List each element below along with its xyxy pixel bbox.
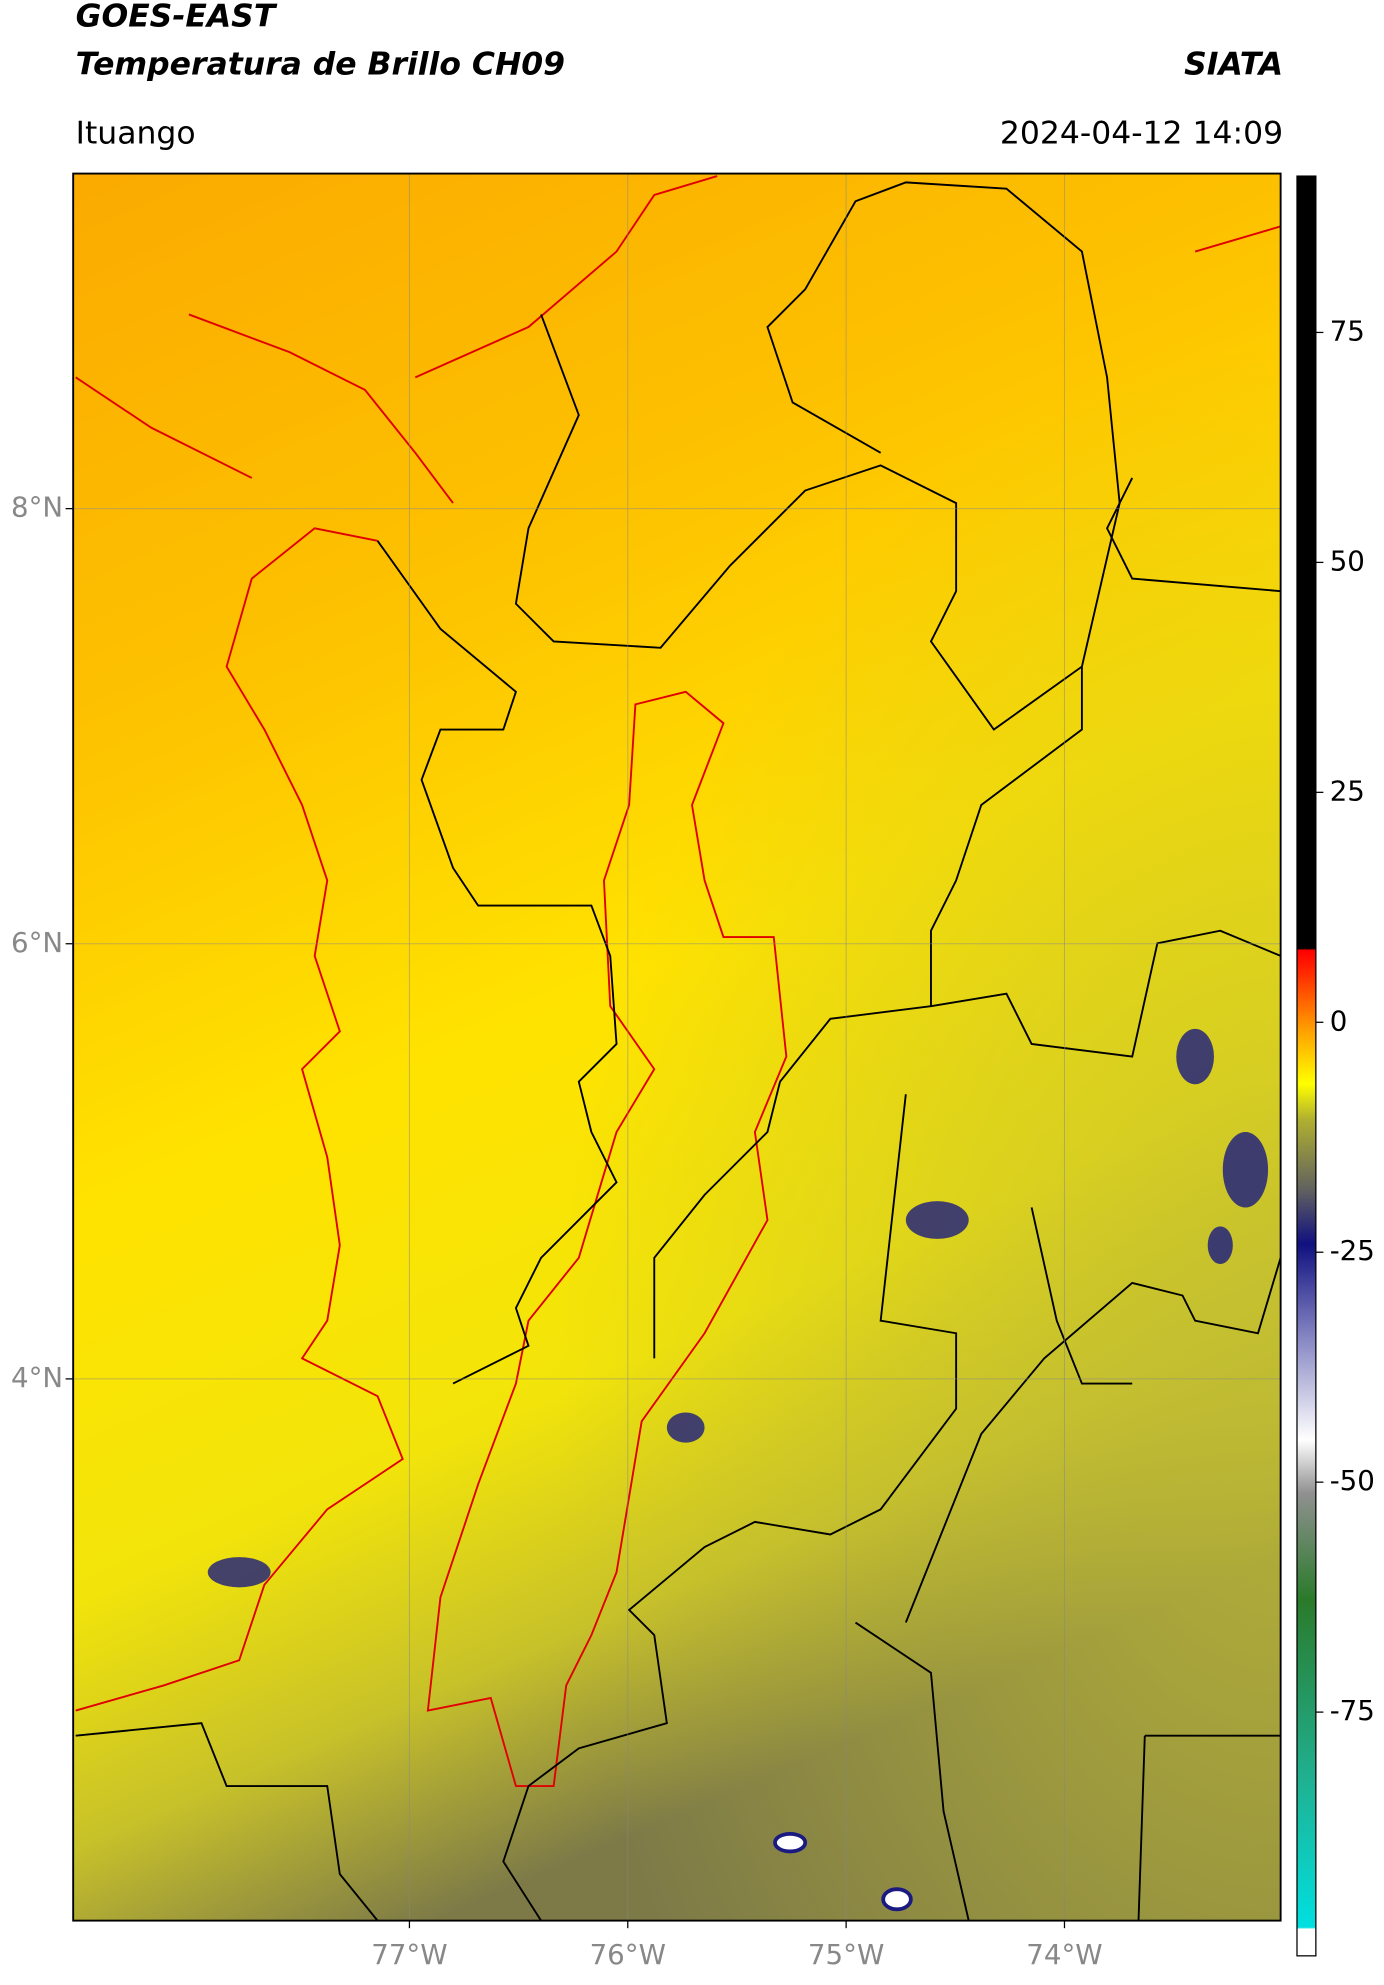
grid xyxy=(73,173,1281,1921)
x-tick-label: 75°W xyxy=(808,1938,884,1971)
map-shade xyxy=(73,173,1281,1921)
colorbar xyxy=(1296,175,1317,1957)
y-tick-label: 8°N xyxy=(11,491,63,524)
colorbar-tick-label: -50 xyxy=(1330,1464,1375,1497)
map-frame xyxy=(72,172,1282,1922)
title: GOES-EAST xyxy=(76,0,278,35)
coastline xyxy=(75,175,1281,1787)
x-tick-label: 77°W xyxy=(371,1938,447,1971)
source: SIATA xyxy=(1184,46,1283,82)
colorbar-tick-label: 50 xyxy=(1330,544,1365,577)
x-tick-label: 74°W xyxy=(1026,1938,1102,1971)
cold-spot xyxy=(881,1887,913,1912)
y-tick-label: 4°N xyxy=(11,1361,63,1394)
datetime: 2024-04-12 14:09 xyxy=(1000,116,1283,152)
cold-spot xyxy=(773,1831,808,1854)
x-tick-label: 76°W xyxy=(590,1938,666,1971)
colorbar-tick-label: 25 xyxy=(1330,774,1365,807)
subtitle: Temperatura de Brillo CH09 xyxy=(76,46,565,82)
colorbar-bar xyxy=(1296,175,1317,1957)
colorbar-tick-label: 75 xyxy=(1330,314,1365,347)
colorbar-tick-label: -25 xyxy=(1330,1234,1375,1267)
y-tick-label: 6°N xyxy=(11,926,63,959)
cold-clouds xyxy=(207,1028,1269,1588)
colorbar-tick-label: -75 xyxy=(1330,1694,1375,1727)
colorbar-tick-label: 0 xyxy=(1330,1004,1348,1037)
borders xyxy=(75,181,1282,1922)
location: Ituango xyxy=(76,116,196,152)
map xyxy=(72,172,1282,1922)
